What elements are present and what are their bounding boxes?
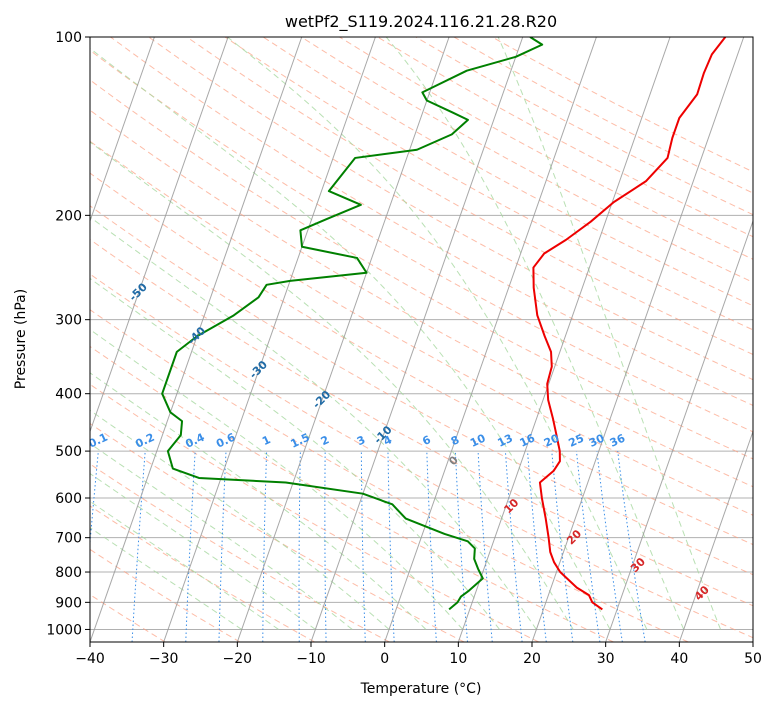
plot-background (90, 37, 753, 642)
mixing-ratio-label: 36 (608, 431, 628, 449)
x-tick-label: −30 (149, 651, 179, 667)
x-tick-label: 30 (597, 651, 615, 667)
profile-lines (161, 37, 727, 611)
x-tick-label: 10 (449, 651, 467, 667)
mixing-ratio-label: 20 (542, 431, 562, 449)
mixing-ratio-line (504, 451, 523, 642)
mixing-ratio-label: 25 (567, 432, 586, 450)
temperature-line (532, 37, 727, 611)
y-tick-label: 700 (55, 531, 82, 547)
chart-title: wetPf2_S119.2024.116.21.28.R20 (285, 12, 557, 32)
dry-adiabat-line (90, 309, 689, 642)
y-tick-label: 900 (55, 595, 82, 611)
x-tick-label: 20 (523, 651, 541, 667)
isotherm-line (90, 37, 155, 223)
isotherm-line (457, 37, 671, 642)
mixing-ratio-label: 16 (518, 431, 538, 449)
moist-adiabat-line (90, 442, 353, 630)
mixing-ratio-line (527, 451, 547, 642)
moist-adiabat-line (90, 500, 279, 630)
y-tick-label: 600 (55, 491, 82, 507)
isotherm-line (90, 37, 303, 642)
plot-frame (89, 36, 754, 643)
dry-adiabat-line (224, 37, 753, 331)
reference-lines (90, 37, 753, 642)
dry-adiabat-line (90, 422, 465, 642)
dry-adiabat-line (110, 37, 753, 406)
dry-adiabat-line (90, 140, 753, 516)
y-tick-label: 800 (55, 565, 82, 581)
isotherm-line (531, 37, 745, 642)
dry-adiabat-line (90, 273, 753, 639)
moist-adiabat-line (385, 37, 685, 630)
mixing-ratio-label: 30 (587, 431, 607, 449)
x-axis-label: Temperature (°C) (360, 681, 482, 697)
x-tick-label: −20 (223, 651, 253, 667)
mixing-ratio-line (551, 451, 574, 642)
x-tick-label: 50 (744, 651, 762, 667)
mixing-ratio-line (596, 451, 623, 642)
dry-adiabat-line (90, 548, 241, 642)
isotherm-line (605, 219, 753, 642)
moist-adiabat-line (90, 472, 316, 630)
dry-adiabat-line (262, 37, 753, 307)
x-tick-label: −40 (75, 651, 105, 667)
y-tick-label: 100 (55, 30, 82, 46)
mixing-ratio-line (90, 451, 99, 549)
y-tick-label: 400 (55, 387, 82, 403)
isotherm-line (310, 37, 524, 642)
moist-adiabat-line (90, 141, 574, 630)
dry-adiabat-line (90, 49, 753, 433)
dry-adiabat-line (90, 505, 315, 642)
isotherm-line (90, 37, 229, 434)
y-tick-label: 200 (55, 208, 82, 224)
moist-adiabat-line (90, 527, 243, 630)
moist-adiabat-line (226, 37, 648, 630)
isotherm-line (163, 37, 376, 642)
x-tick-label: −10 (296, 651, 326, 667)
mixing-ratio-line (617, 451, 646, 642)
mixing-ratio-label: 10 (468, 431, 488, 449)
dewpoint-line (161, 37, 544, 611)
y-tick-label: 1000 (46, 622, 82, 638)
moist-adiabat-line (497, 37, 722, 630)
dry-adiabat-line (90, 205, 753, 576)
y-tick-label: 300 (55, 313, 82, 329)
moist-adiabat-line (90, 47, 611, 630)
moist-adiabat-line (90, 409, 390, 630)
isotherm-line (236, 37, 450, 642)
x-axis: −40 −30 −20 −10 0 10 20 30 40 50 (75, 642, 762, 667)
dry-adiabat-line (90, 172, 753, 546)
moist-adiabat-line (90, 372, 427, 630)
y-axis: 100 200 300 400 500 600 700 800 900 1000 (46, 30, 90, 638)
moist-adiabat-line (90, 216, 537, 630)
dry-adiabat-line (90, 383, 539, 642)
y-tick-label: 500 (55, 444, 82, 460)
isotherm-line (678, 430, 753, 642)
moist-adiabat-line (90, 277, 500, 630)
x-tick-label: 0 (380, 651, 389, 667)
y-axis-label: Pressure (hPa) (13, 289, 29, 389)
mixing-ratio-line (477, 451, 493, 642)
mixing-ratio-line (575, 451, 601, 642)
x-tick-label: 40 (670, 651, 688, 667)
mixing-ratio-label: 13 (496, 432, 515, 450)
isotherm-line (384, 37, 597, 642)
